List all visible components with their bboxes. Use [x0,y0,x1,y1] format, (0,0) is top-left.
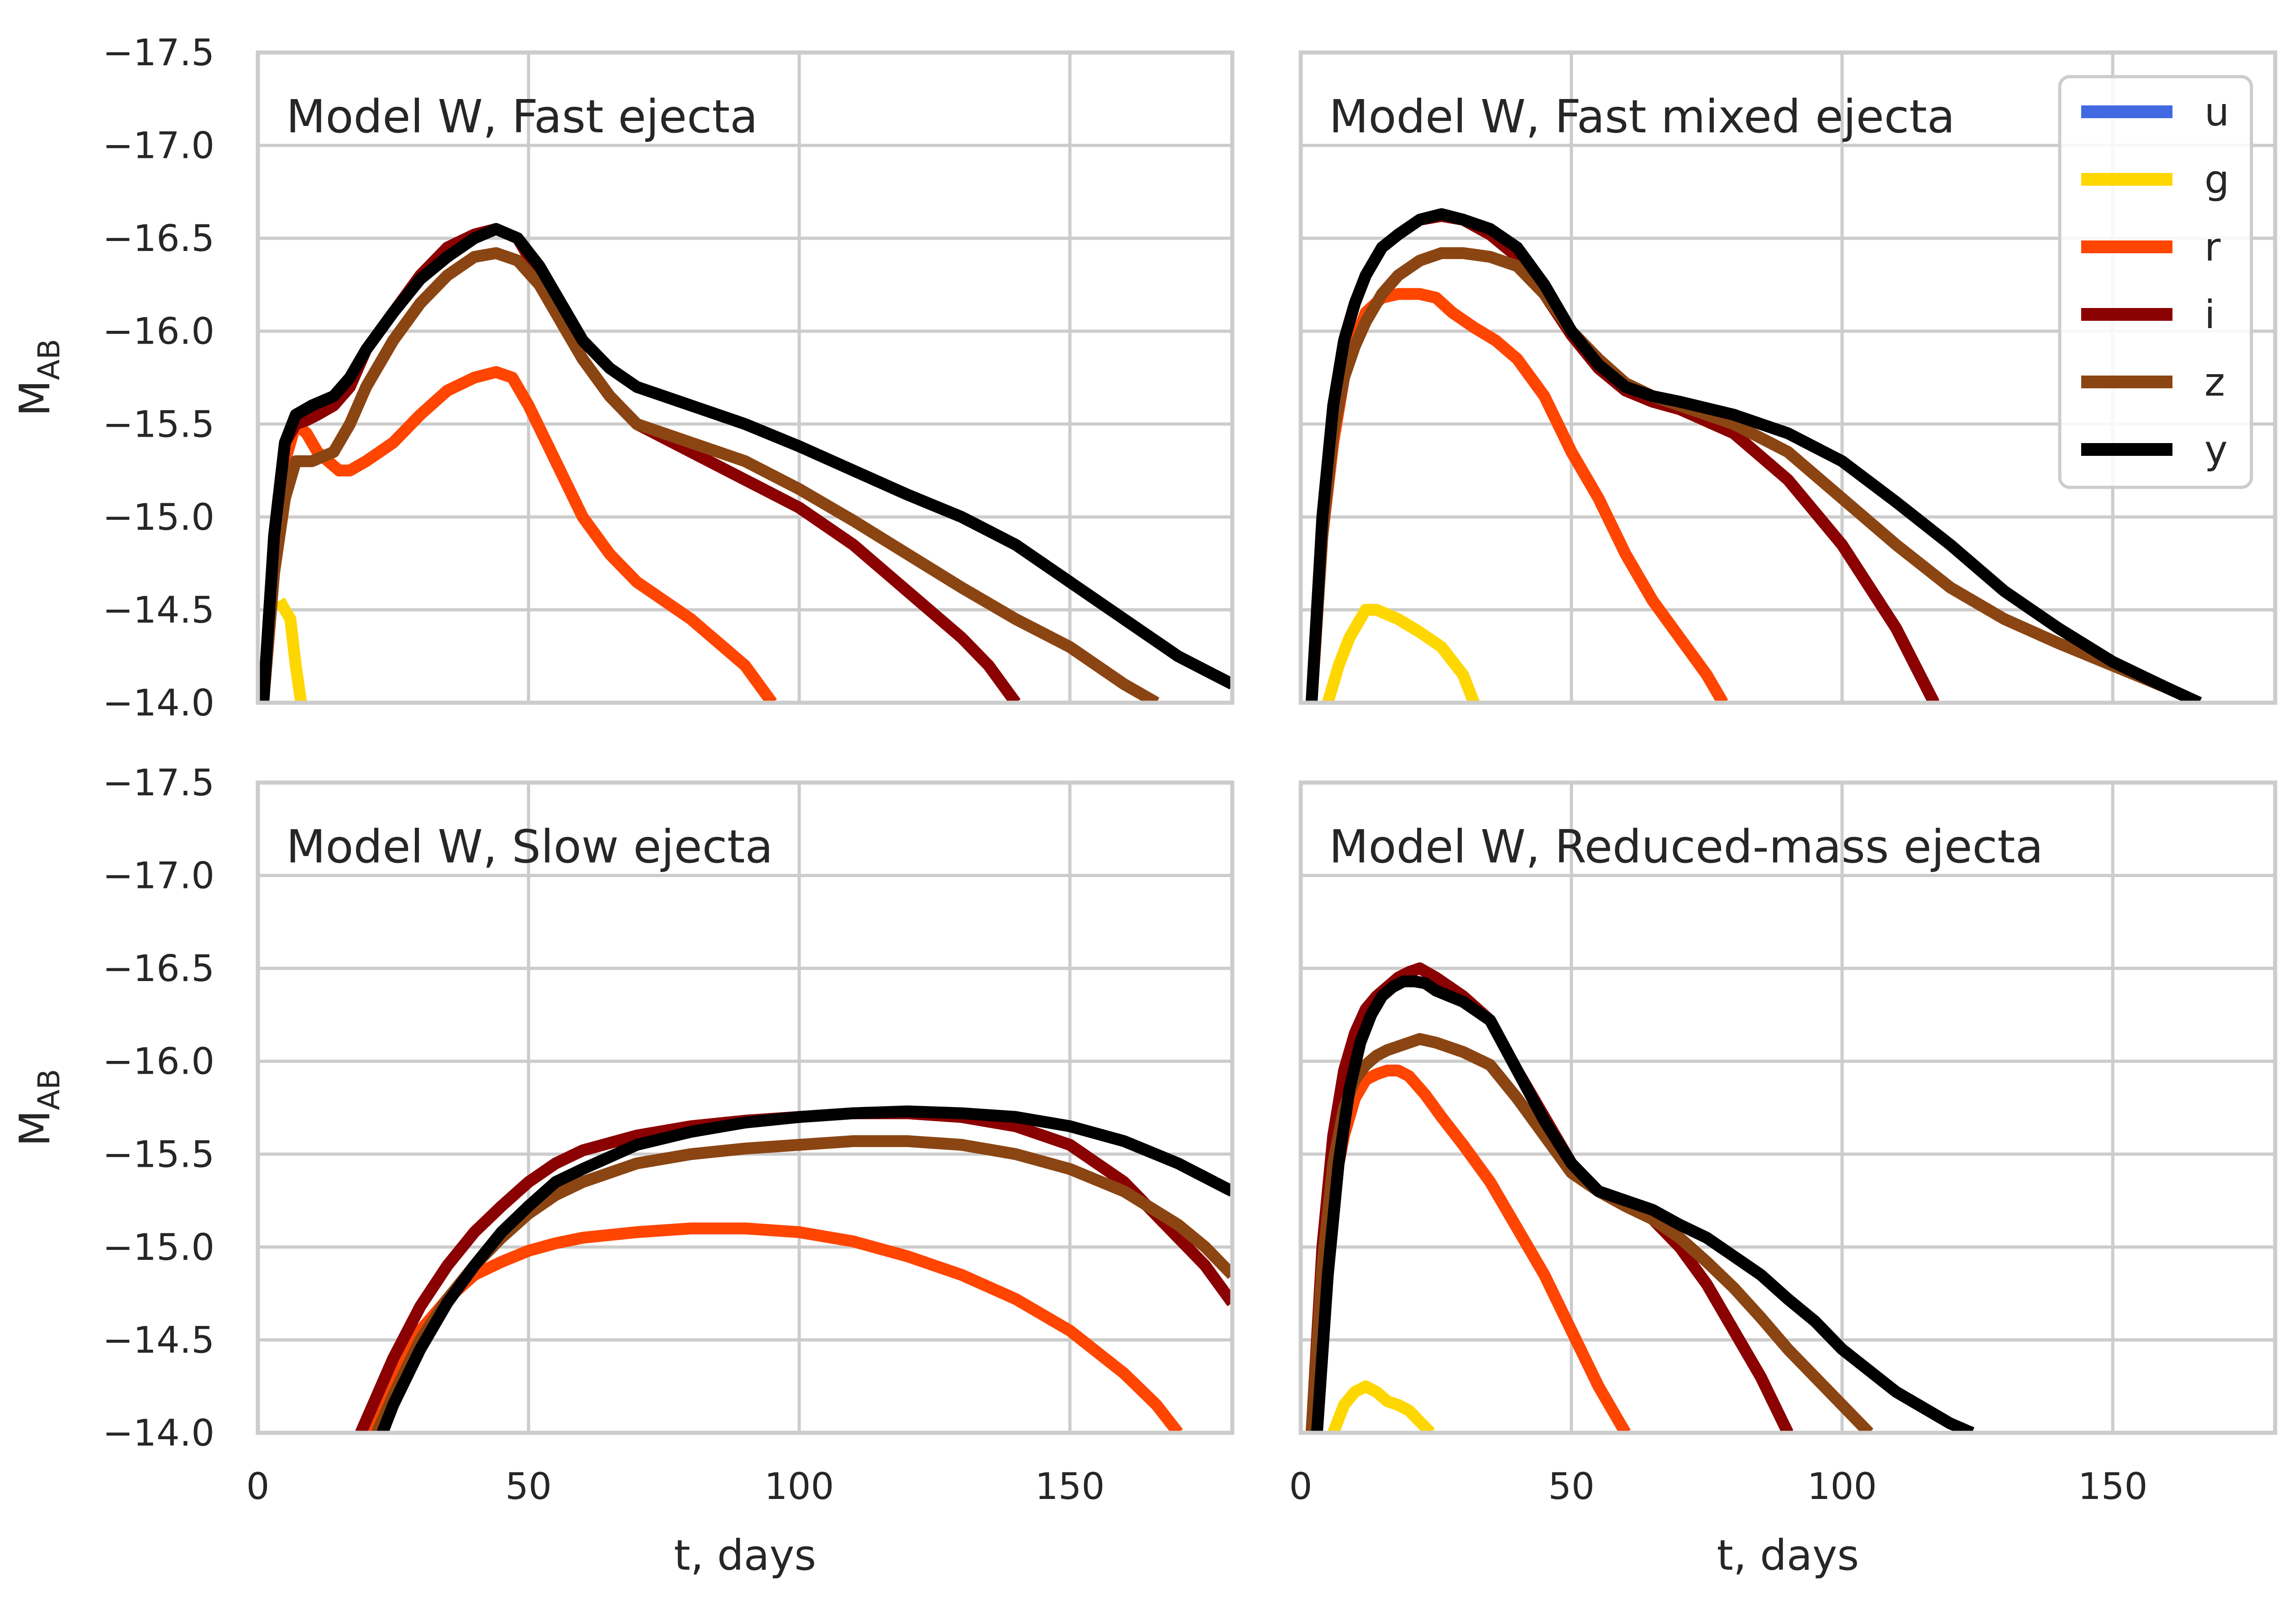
axes-frame [256,780,1235,1435]
legend-label-g: g [2204,157,2230,203]
x-axis-label: t, days [1717,1531,1859,1580]
x-tick-label: 100 [764,1465,834,1508]
x-tick-label: 100 [1807,1465,1877,1508]
y-tick-label: −16.5 [103,217,215,260]
axes-frame [256,50,1235,705]
axes-frame [1298,780,2277,1435]
series-line-y [377,1105,1232,1433]
series-line-y [1305,208,2202,703]
x-tick-label: 150 [1035,1465,1105,1508]
series-line-y [258,223,1232,703]
legend-label-y: y [2204,427,2228,473]
series-line-i [258,223,1021,703]
x-tick-label: 50 [505,1465,552,1508]
y-axis-label: MAB [10,1069,67,1147]
y-tick-label: −17.0 [103,125,215,167]
series-line-r [1305,1065,1631,1433]
panel-bottom-left: Model W, Slow ejecta −17.5 −17.0 −16.5 −16.0… [10,762,1235,1580]
panel-bottom-right: Model W, Reduced-mass ejecta 0 50 100 150 t, … [1289,780,2277,1580]
x-tick-label: 50 [1548,1465,1595,1508]
y-axis-label: MAB [10,339,67,417]
y-tick-label: −15.5 [103,1133,215,1175]
legend-label-u: u [2204,89,2230,135]
panel-title: Model W, Fast mixed ejecta [1329,90,1955,143]
series-line-g [1328,1380,1435,1433]
series-line-y [1311,975,1974,1433]
legend-label-r: r [2204,225,2221,270]
legend-box [2058,75,2253,489]
y-tick-label: −14.0 [103,682,215,724]
x-axis-label: t, days [674,1531,816,1580]
panel-title: Model W, Fast ejecta [286,90,758,143]
y-tick-label: −15.0 [103,1226,215,1269]
panel-top-right: Model W, Fast mixed ejecta [1298,50,2277,705]
y-tick-label: −16.0 [103,1040,215,1083]
y-tick-label: −15.0 [103,496,215,538]
series-line-z [1305,1033,1874,1433]
x-tick-label: 150 [2078,1465,2148,1508]
panel-title: Model W, Reduced-mass ejecta [1329,820,2043,873]
y-tick-label: −17.5 [103,762,215,804]
x-tick-label: 0 [1289,1465,1313,1508]
series-line-i [1305,962,1794,1433]
y-tick-label: −14.5 [103,589,215,631]
series-line-r [258,366,777,703]
y-tick-label: −14.5 [103,1319,215,1361]
y-tick-label: −15.5 [103,403,215,445]
axes-frame [1298,50,2277,705]
panel-top-left: Model W, Fast ejecta −17.5 −17.0 −16.5 −16.0… [10,31,1235,724]
series-line-g [274,597,307,703]
y-tick-label: −17.5 [103,31,215,74]
series-line-g [1322,604,1480,703]
x-tick-label: 0 [246,1465,270,1508]
series-line-z [258,247,1160,703]
legend-label-i: i [2204,292,2215,338]
series-line-z [371,1135,1232,1433]
y-tick-label: −14.0 [103,1412,215,1454]
y-tick-label: −16.5 [103,947,215,990]
y-tick-label: −17.0 [103,855,215,897]
panel-title: Model W, Slow ejecta [286,820,773,873]
series-line-r [1305,288,1728,703]
legend-label-z: z [2204,360,2225,405]
y-tick-label: −16.0 [103,310,215,353]
